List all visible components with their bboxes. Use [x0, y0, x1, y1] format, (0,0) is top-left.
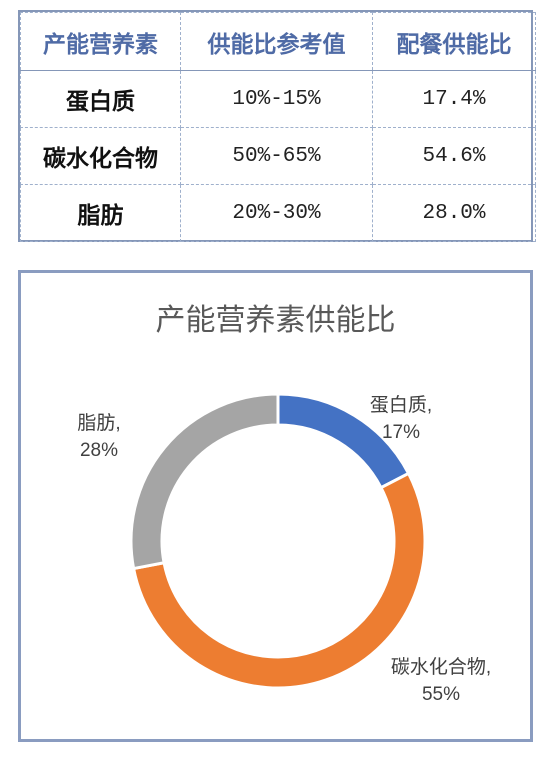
row-nutrient-name: 脂肪 — [20, 184, 181, 242]
table-header-row: 产能营养素 供能比参考值 配餐供能比 — [20, 12, 536, 71]
table-row: 蛋白质 10%-15% 17.4% — [20, 70, 536, 128]
donut-chart: 蛋白质, 17% 碳水化合物, 55% 脂肪, 28% — [77, 392, 491, 705]
table-row: 脂肪 20%-30% 28.0% — [20, 184, 536, 242]
header-meal-ratio: 配餐供能比 — [372, 12, 536, 71]
data-label-fat: 脂肪, 28% — [77, 412, 120, 461]
data-label-carbohydrate: 碳水化合物, 55% — [391, 656, 491, 705]
data-label-protein: 蛋白质, 17% — [370, 394, 432, 443]
row-reference-value: 20%-30% — [180, 184, 373, 242]
row-nutrient-name: 碳水化合物 — [20, 127, 181, 185]
row-meal-value: 28.0% — [372, 184, 536, 242]
slice-fat — [129, 392, 280, 571]
nutrient-table: 产能营养素 供能比参考值 配餐供能比 蛋白质 10%-15% 17.4% 碳水化… — [20, 12, 536, 242]
row-meal-value: 54.6% — [372, 127, 536, 185]
row-nutrient-name: 蛋白质 — [20, 70, 181, 128]
header-nutrient: 产能营养素 — [20, 12, 181, 71]
header-reference-ratio: 供能比参考值 — [180, 12, 373, 71]
row-meal-value: 17.4% — [372, 70, 536, 128]
donut-chart-container: 产能营养素供能比 蛋白质, 17% 碳水化合物, 55% 脂肪, 28% — [18, 270, 533, 742]
row-reference-value: 10%-15% — [180, 70, 373, 128]
slice-carbohydrate — [131, 471, 427, 690]
row-reference-value: 50%-65% — [180, 127, 373, 185]
table-row: 碳水化合物 50%-65% 54.6% — [20, 127, 536, 185]
nutrient-table-container: 产能营养素 供能比参考值 配餐供能比 蛋白质 10%-15% 17.4% 碳水化… — [18, 10, 536, 242]
chart-title: 产能营养素供能比 — [155, 303, 396, 338]
